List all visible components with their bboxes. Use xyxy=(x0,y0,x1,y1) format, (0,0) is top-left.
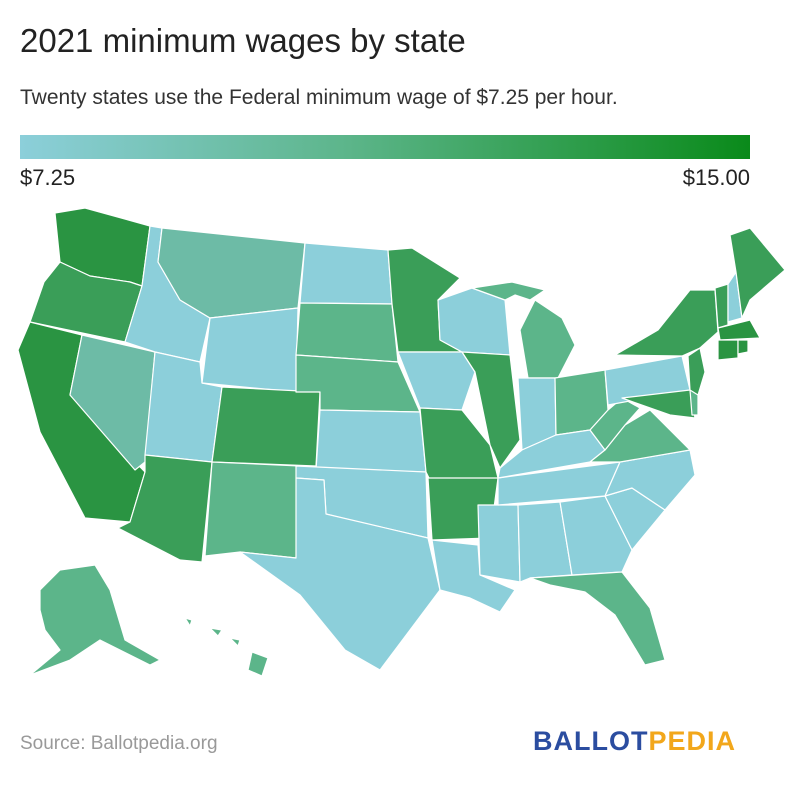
state-florida xyxy=(529,571,666,666)
state-kansas xyxy=(315,409,427,473)
state-alaska xyxy=(29,564,161,676)
state-vermont xyxy=(714,283,729,329)
scale-min-label: $7.25 xyxy=(20,165,76,190)
map-subtitle: Twenty states use the Federal minimum wa… xyxy=(20,86,618,109)
source-note: Source: Ballotpedia.org xyxy=(20,733,218,754)
color-scale-bar xyxy=(20,135,750,159)
state-rhode-island xyxy=(737,339,749,355)
logo-ballot-text: BALLOT xyxy=(533,726,649,756)
state-texas xyxy=(239,477,441,671)
state-hawaii xyxy=(184,617,269,677)
state-west-virginia xyxy=(589,397,641,451)
state-iowa xyxy=(397,351,476,411)
us-state-map xyxy=(17,207,786,677)
scale-max-label: $15.00 xyxy=(682,165,750,190)
state-maine xyxy=(729,227,786,319)
state-new-york xyxy=(614,289,719,357)
state-maryland xyxy=(621,389,696,419)
state-louisiana xyxy=(431,539,516,613)
state-south-dakota xyxy=(295,302,399,363)
state-north-dakota xyxy=(299,242,393,305)
map-title: 2021 minimum wages by state xyxy=(20,22,466,59)
state-massachusetts xyxy=(717,319,761,341)
ballotpedia-logo[interactable]: BALLOTPEDIA xyxy=(533,726,736,757)
state-connecticut xyxy=(717,339,739,361)
state-wyoming xyxy=(201,307,299,393)
state-new-mexico xyxy=(204,461,301,559)
state-colorado xyxy=(211,386,321,467)
state-new-jersey xyxy=(687,347,706,396)
state-mississippi xyxy=(477,504,521,583)
logo-pedia-text: PEDIA xyxy=(648,726,737,756)
state-nevada xyxy=(69,334,156,471)
